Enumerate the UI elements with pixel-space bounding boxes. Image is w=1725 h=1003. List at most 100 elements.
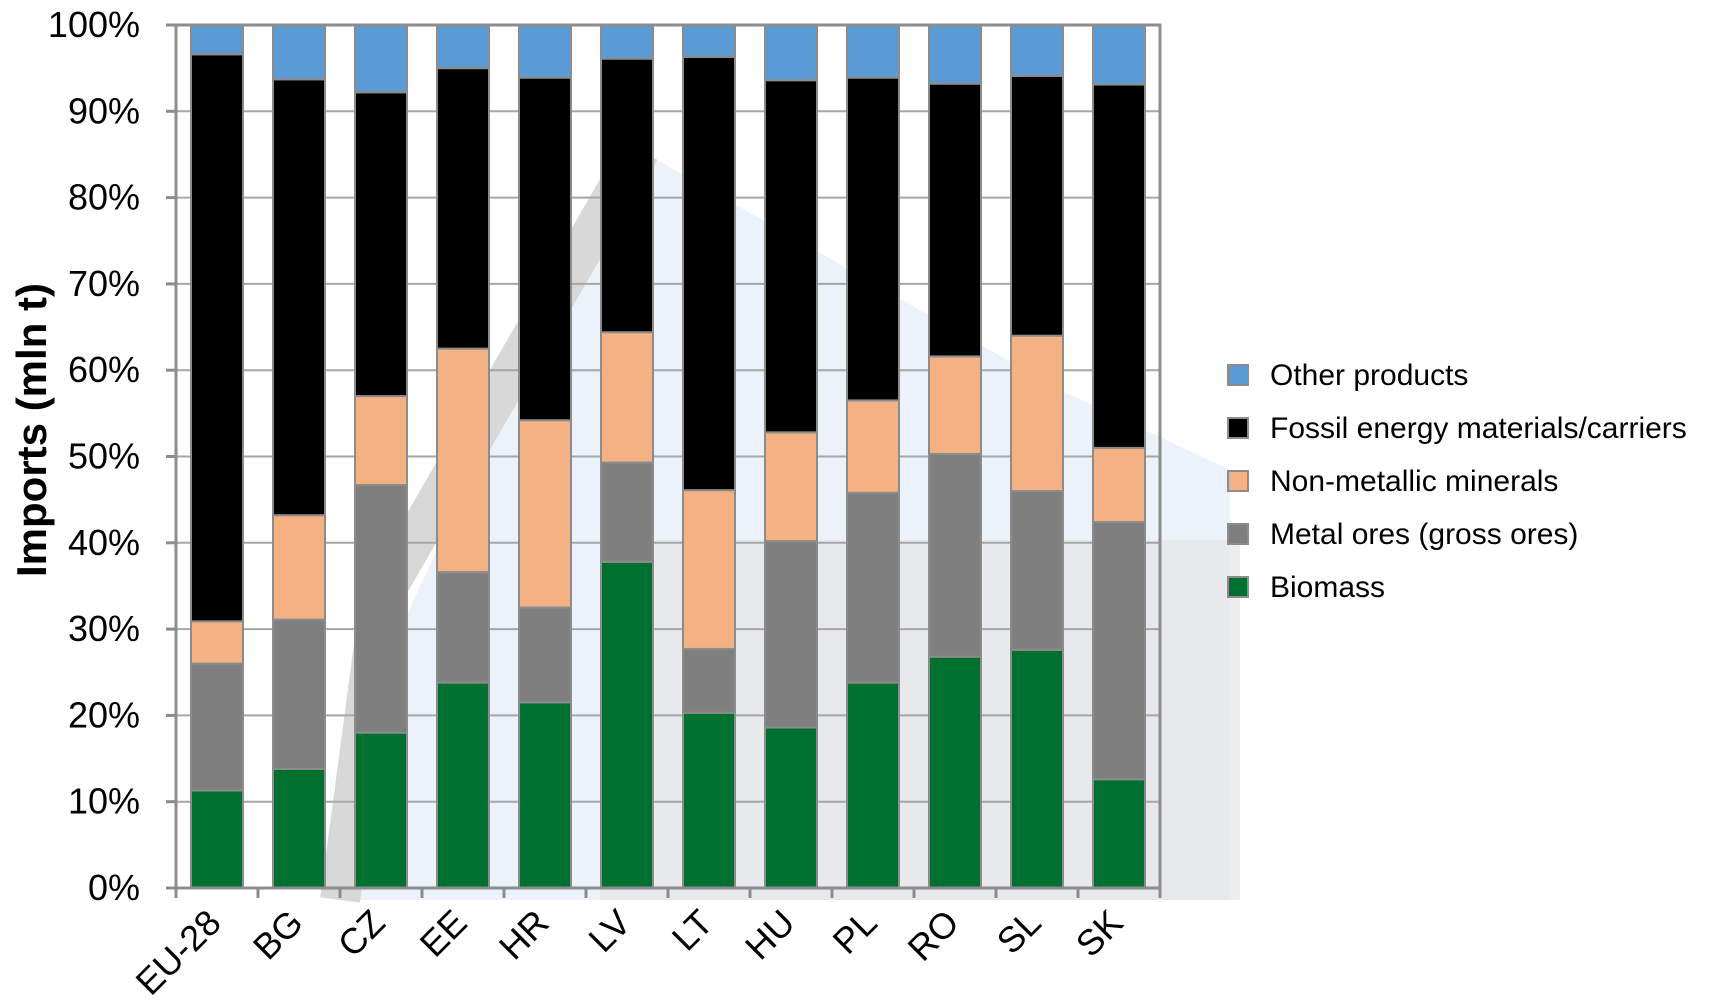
bar-segment xyxy=(1092,778,1146,890)
legend-swatch xyxy=(1227,576,1249,598)
bar-segment xyxy=(1092,24,1146,86)
bar-segment xyxy=(1092,521,1146,781)
bar-segment xyxy=(846,24,900,79)
bar-segment xyxy=(928,82,982,358)
x-tick-label: HU xyxy=(737,902,803,968)
x-tick-label: BG xyxy=(245,902,311,968)
x-tick-label: RO xyxy=(899,902,966,969)
bar-segment xyxy=(846,681,900,890)
bar-segment xyxy=(436,571,490,684)
bar-segment xyxy=(1010,648,1064,890)
bar-stack xyxy=(682,24,736,889)
bar-segment xyxy=(436,67,490,350)
y-tick-label: 50% xyxy=(68,436,140,477)
bar-segment xyxy=(846,491,900,684)
bar-segment xyxy=(764,24,818,82)
bar-segment xyxy=(436,681,490,890)
bar-segment xyxy=(354,395,408,486)
legend-item: Non-metallic minerals xyxy=(1227,465,1558,498)
bar-stacks xyxy=(190,24,1146,890)
y-axis-label: Imports (mln t) xyxy=(8,283,55,577)
bar-segment xyxy=(518,24,572,79)
bar-segment xyxy=(682,489,736,650)
x-tick-label: PL xyxy=(825,902,885,962)
x-tick-label: EU-28 xyxy=(128,902,229,1003)
bar-segment xyxy=(846,399,900,494)
legend-item: Fossil energy materials/carriers xyxy=(1227,412,1687,445)
bar-segment xyxy=(600,560,654,889)
bar-segment xyxy=(518,701,572,890)
bar-segment xyxy=(928,655,982,889)
bar-segment xyxy=(190,662,244,792)
y-tick-label: 0% xyxy=(88,867,140,908)
bar-stack xyxy=(354,24,408,889)
bar-stack xyxy=(190,24,244,890)
bar-segment xyxy=(1010,24,1064,77)
bar-segment xyxy=(436,347,490,574)
x-tick-label: LV xyxy=(580,902,638,960)
bar-segment xyxy=(354,91,408,398)
legend-item: Other products xyxy=(1227,359,1468,392)
x-tick-label: SL xyxy=(989,902,1049,962)
x-axis-tick-labels: EU-28 BG CZ EE HR LV LT HU PL RO SL SK xyxy=(128,902,1131,1003)
bar-segment xyxy=(518,606,572,704)
bar-segment xyxy=(272,767,326,890)
x-tick-label: SK xyxy=(1068,902,1131,965)
y-tick-label: 90% xyxy=(68,90,140,131)
bar-segment xyxy=(682,24,736,58)
bar-segment xyxy=(928,355,982,455)
y-tick-label: 100% xyxy=(48,4,140,45)
bar-stack xyxy=(928,24,982,889)
legend-swatch xyxy=(1227,523,1249,545)
bar-segment xyxy=(764,540,818,729)
x-tick-label: HR xyxy=(491,902,557,968)
bar-segment xyxy=(354,483,408,734)
y-tick-label: 30% xyxy=(68,608,140,649)
x-tick-label: LT xyxy=(664,902,721,959)
bar-segment xyxy=(1010,334,1064,493)
bar-segment xyxy=(764,431,818,543)
y-tick-label: 60% xyxy=(68,349,140,390)
y-tick-label: 70% xyxy=(68,263,140,304)
bar-stack xyxy=(764,24,818,889)
bar-segment xyxy=(518,419,572,609)
y-tick-label: 80% xyxy=(68,177,140,218)
bar-stack xyxy=(1010,24,1064,890)
legend-item: Biomass xyxy=(1227,571,1385,604)
bar-segment xyxy=(190,789,244,890)
bar-stack xyxy=(1092,24,1146,890)
axes xyxy=(166,23,1162,898)
legend-label: Other products xyxy=(1270,359,1468,392)
legend: Other products Fossil energy materials/ca… xyxy=(1227,359,1687,604)
bar-segment xyxy=(1010,74,1064,337)
y-tick-label: 20% xyxy=(68,694,140,735)
legend-swatch xyxy=(1227,417,1249,439)
bar-segment xyxy=(190,620,244,665)
bar-stack xyxy=(272,24,326,890)
bar-stack xyxy=(518,24,572,890)
bar-segment xyxy=(272,24,326,81)
bar-segment xyxy=(1092,446,1146,524)
x-tick-label: EE xyxy=(412,902,475,965)
bar-segment xyxy=(190,24,244,56)
y-tick-label: 10% xyxy=(68,781,140,822)
bar-segment xyxy=(272,514,326,621)
bar-segment xyxy=(764,726,818,889)
bar-segment xyxy=(846,76,900,402)
bar-segment xyxy=(272,618,326,770)
bar-segment xyxy=(682,647,736,714)
bar-segment xyxy=(518,76,572,422)
bar-segment xyxy=(600,461,654,563)
x-tick-label: CZ xyxy=(330,902,393,965)
bar-stack xyxy=(846,24,900,890)
bar-segment xyxy=(682,711,736,889)
bar-segment xyxy=(1092,83,1146,449)
legend-label: Biomass xyxy=(1270,571,1385,604)
bar-segment xyxy=(928,24,982,85)
bar-segment xyxy=(354,24,408,94)
legend-swatch xyxy=(1227,470,1249,492)
bar-segment xyxy=(190,53,244,623)
bar-segment xyxy=(928,452,982,658)
legend-label: Metal ores (gross ores) xyxy=(1270,518,1578,551)
